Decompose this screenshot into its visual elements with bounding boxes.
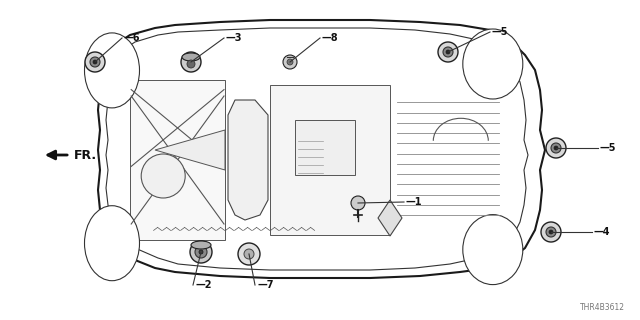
- Polygon shape: [98, 20, 545, 278]
- Polygon shape: [130, 80, 225, 240]
- Text: —7: —7: [257, 280, 273, 290]
- Circle shape: [283, 55, 297, 69]
- Text: FR.: FR.: [74, 148, 97, 162]
- Circle shape: [141, 154, 185, 198]
- Circle shape: [199, 250, 203, 254]
- Circle shape: [554, 146, 558, 150]
- Circle shape: [181, 52, 201, 72]
- Circle shape: [546, 227, 556, 237]
- Ellipse shape: [182, 53, 200, 61]
- Text: —5: —5: [600, 143, 616, 153]
- Polygon shape: [228, 100, 268, 220]
- Polygon shape: [155, 130, 225, 170]
- Ellipse shape: [463, 29, 523, 99]
- Circle shape: [190, 241, 212, 263]
- Text: —3: —3: [226, 33, 243, 43]
- Text: —6: —6: [124, 33, 141, 43]
- Text: THR4B3612: THR4B3612: [580, 303, 625, 312]
- Text: —4: —4: [594, 227, 611, 237]
- Ellipse shape: [191, 241, 211, 249]
- Circle shape: [549, 230, 553, 234]
- Circle shape: [238, 243, 260, 265]
- Polygon shape: [270, 85, 390, 235]
- Circle shape: [93, 60, 97, 64]
- Circle shape: [438, 42, 458, 62]
- Ellipse shape: [84, 206, 140, 281]
- Circle shape: [443, 47, 453, 57]
- Circle shape: [446, 50, 450, 54]
- Text: —1: —1: [406, 197, 422, 207]
- Circle shape: [546, 138, 566, 158]
- Circle shape: [541, 222, 561, 242]
- Ellipse shape: [463, 215, 523, 284]
- Polygon shape: [295, 120, 355, 175]
- Circle shape: [90, 57, 100, 67]
- Text: —2: —2: [195, 280, 211, 290]
- Circle shape: [351, 196, 365, 210]
- Polygon shape: [378, 200, 402, 236]
- Circle shape: [287, 59, 293, 65]
- Circle shape: [244, 249, 254, 259]
- Circle shape: [85, 52, 105, 72]
- Text: —5: —5: [492, 27, 509, 37]
- Circle shape: [195, 246, 207, 258]
- Ellipse shape: [84, 33, 140, 108]
- Text: —8: —8: [322, 33, 339, 43]
- Circle shape: [187, 60, 195, 68]
- Circle shape: [551, 143, 561, 153]
